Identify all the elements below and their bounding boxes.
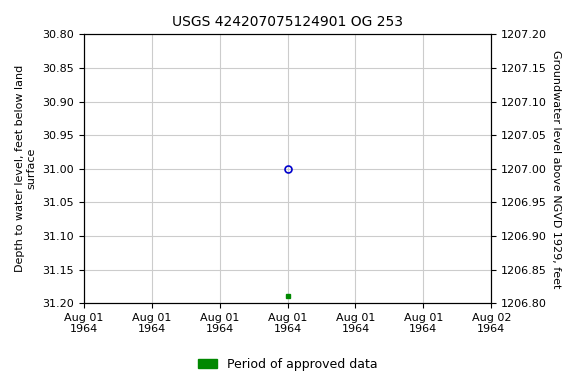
Title: USGS 424207075124901 OG 253: USGS 424207075124901 OG 253	[172, 15, 403, 29]
Y-axis label: Groundwater level above NGVD 1929, feet: Groundwater level above NGVD 1929, feet	[551, 50, 561, 288]
Legend: Period of approved data: Period of approved data	[194, 353, 382, 376]
Y-axis label: Depth to water level, feet below land
surface: Depth to water level, feet below land su…	[15, 65, 37, 272]
